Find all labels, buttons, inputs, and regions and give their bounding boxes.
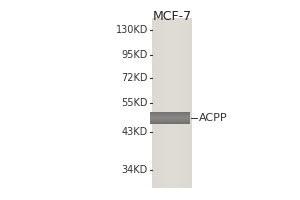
- Text: 95KD: 95KD: [122, 50, 148, 60]
- Text: 43KD: 43KD: [122, 127, 148, 137]
- Text: 130KD: 130KD: [116, 25, 148, 35]
- Text: 55KD: 55KD: [122, 98, 148, 108]
- Text: 34KD: 34KD: [122, 165, 148, 175]
- Text: 72KD: 72KD: [122, 73, 148, 83]
- Text: MCF-7: MCF-7: [152, 10, 192, 23]
- Bar: [150, 112, 190, 124]
- Bar: [152, 18, 192, 188]
- Text: ACPP: ACPP: [199, 113, 228, 123]
